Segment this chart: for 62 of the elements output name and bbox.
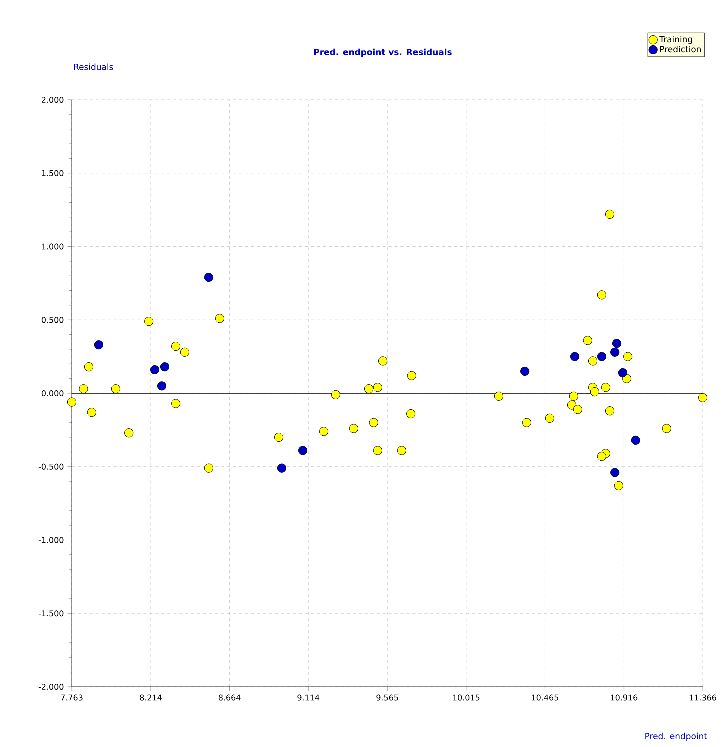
point [378, 356, 388, 366]
point [570, 352, 580, 362]
point [111, 384, 121, 394]
point [588, 356, 598, 366]
point [545, 414, 554, 423]
point [698, 393, 708, 402]
point [171, 342, 181, 352]
point [160, 362, 170, 372]
point [349, 424, 359, 434]
point [150, 365, 160, 375]
point [397, 446, 406, 456]
point [520, 366, 530, 376]
point [605, 210, 615, 220]
point [84, 362, 94, 372]
point [631, 436, 640, 446]
point [407, 371, 416, 380]
point [494, 392, 504, 401]
point [204, 464, 214, 473]
point [610, 348, 620, 357]
point [569, 392, 578, 401]
point [215, 314, 225, 324]
point [618, 368, 628, 378]
point [406, 409, 416, 419]
point [612, 339, 622, 348]
point [610, 468, 620, 478]
point [614, 481, 624, 490]
chart-title: Pred. endpoint vs. Residuals [314, 48, 452, 58]
point [87, 408, 97, 418]
point [331, 390, 340, 400]
y-axis-title: Residuals [74, 64, 114, 70]
point [67, 398, 77, 407]
point [601, 383, 611, 392]
point [522, 418, 532, 428]
point [597, 352, 607, 362]
point [298, 446, 308, 456]
point [204, 273, 214, 282]
point [590, 387, 600, 397]
point [605, 406, 615, 416]
legend-label: Prediction [660, 46, 701, 53]
point [597, 290, 607, 300]
point [597, 452, 607, 462]
point [662, 424, 672, 434]
point [277, 464, 287, 473]
point [373, 446, 383, 456]
point [583, 336, 592, 346]
point [79, 384, 88, 394]
point [573, 405, 583, 414]
point [94, 340, 104, 350]
point [364, 384, 374, 394]
point [144, 317, 154, 326]
point [274, 432, 284, 442]
point [567, 400, 577, 410]
point [171, 399, 181, 408]
point [180, 348, 190, 357]
point [623, 352, 633, 362]
legend-label: Training [660, 36, 692, 44]
point [319, 427, 329, 436]
point [124, 428, 134, 438]
x-axis-title: Pred. endpoint [646, 732, 708, 742]
point [369, 418, 378, 428]
point [157, 382, 167, 391]
point [373, 383, 383, 392]
